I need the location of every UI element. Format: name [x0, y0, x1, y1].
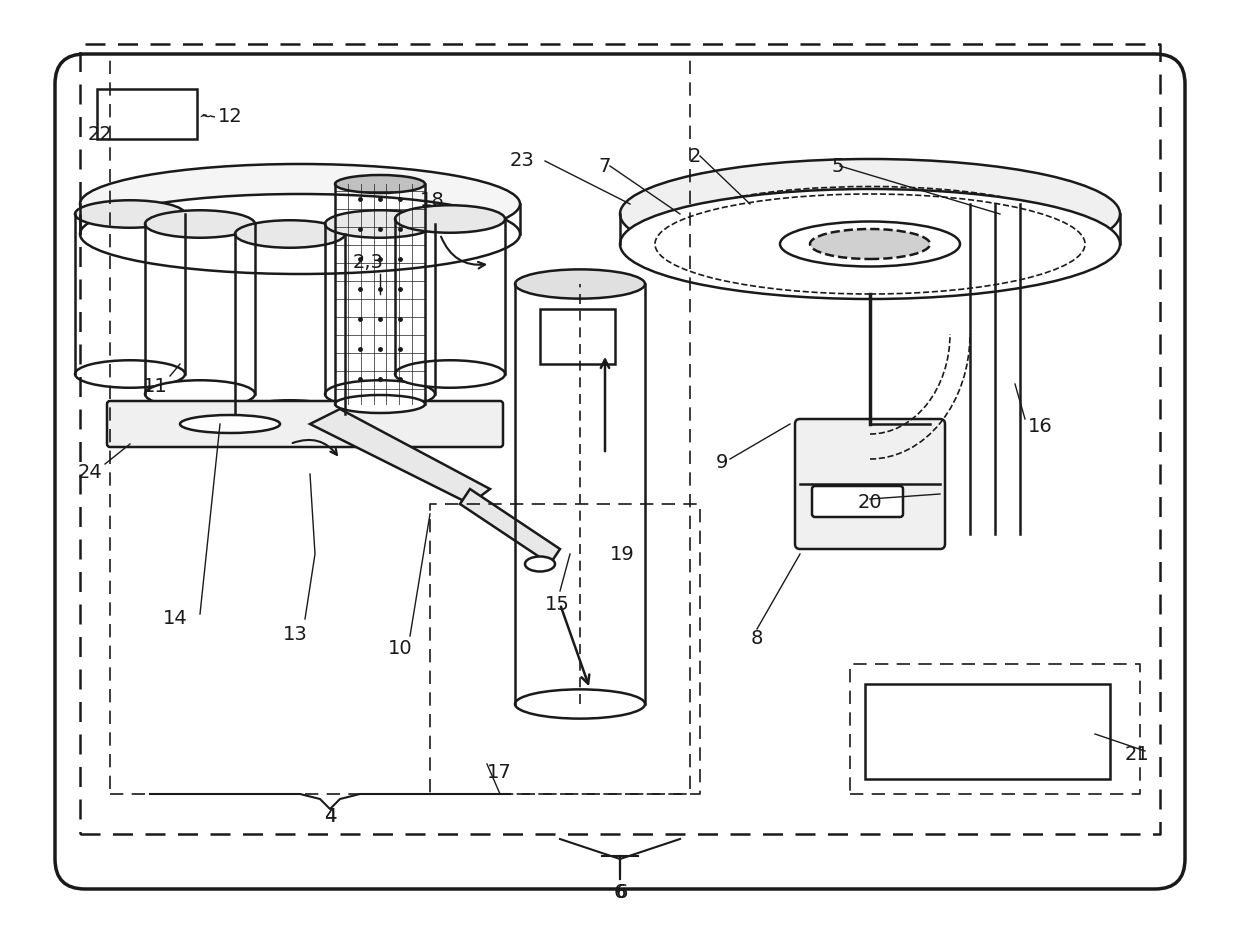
Text: 16: 16 [1028, 417, 1053, 435]
Ellipse shape [81, 164, 520, 244]
Ellipse shape [810, 229, 930, 259]
Text: 6: 6 [616, 883, 629, 901]
Text: 17: 17 [487, 763, 512, 783]
Ellipse shape [515, 269, 645, 299]
Text: 8: 8 [750, 630, 763, 648]
Text: 10: 10 [388, 640, 413, 658]
Text: 6: 6 [614, 883, 626, 901]
Ellipse shape [515, 689, 645, 718]
Text: 5: 5 [832, 157, 844, 176]
Text: 13: 13 [283, 625, 308, 644]
Ellipse shape [145, 210, 255, 238]
Ellipse shape [145, 380, 255, 408]
Ellipse shape [620, 189, 1120, 299]
Ellipse shape [236, 220, 345, 248]
Ellipse shape [325, 380, 435, 408]
Text: 19: 19 [610, 545, 635, 563]
Ellipse shape [335, 395, 425, 413]
Text: 18: 18 [419, 191, 444, 210]
Ellipse shape [780, 221, 960, 266]
Text: 11: 11 [143, 376, 167, 395]
Text: 2: 2 [688, 147, 701, 165]
Text: 20: 20 [858, 492, 883, 512]
Ellipse shape [620, 159, 1120, 269]
Text: 4: 4 [324, 806, 336, 826]
Ellipse shape [81, 194, 520, 274]
Ellipse shape [74, 361, 185, 388]
Text: 14: 14 [162, 610, 187, 629]
Bar [539, 309, 615, 364]
Text: 9: 9 [715, 452, 728, 472]
Ellipse shape [396, 361, 505, 388]
Ellipse shape [180, 415, 280, 433]
Text: 22: 22 [88, 124, 113, 144]
Bar [866, 684, 1110, 779]
Ellipse shape [335, 175, 425, 193]
Ellipse shape [396, 205, 505, 233]
Text: 23: 23 [510, 151, 534, 171]
Bar [97, 89, 197, 139]
Polygon shape [310, 409, 490, 504]
Ellipse shape [236, 401, 345, 428]
Ellipse shape [325, 210, 435, 238]
FancyBboxPatch shape [107, 401, 503, 447]
Text: 12: 12 [218, 107, 243, 126]
FancyBboxPatch shape [55, 54, 1185, 889]
Text: 4: 4 [324, 806, 336, 826]
Ellipse shape [525, 557, 556, 572]
Text: 7: 7 [599, 157, 611, 176]
Ellipse shape [74, 200, 185, 228]
Polygon shape [460, 489, 560, 564]
FancyBboxPatch shape [812, 486, 903, 517]
Text: 24: 24 [78, 462, 103, 482]
Text: 21: 21 [1125, 744, 1149, 763]
Text: ~: ~ [198, 108, 212, 126]
Text: 2,3: 2,3 [352, 252, 383, 272]
FancyBboxPatch shape [795, 419, 945, 549]
Text: 15: 15 [544, 595, 569, 614]
